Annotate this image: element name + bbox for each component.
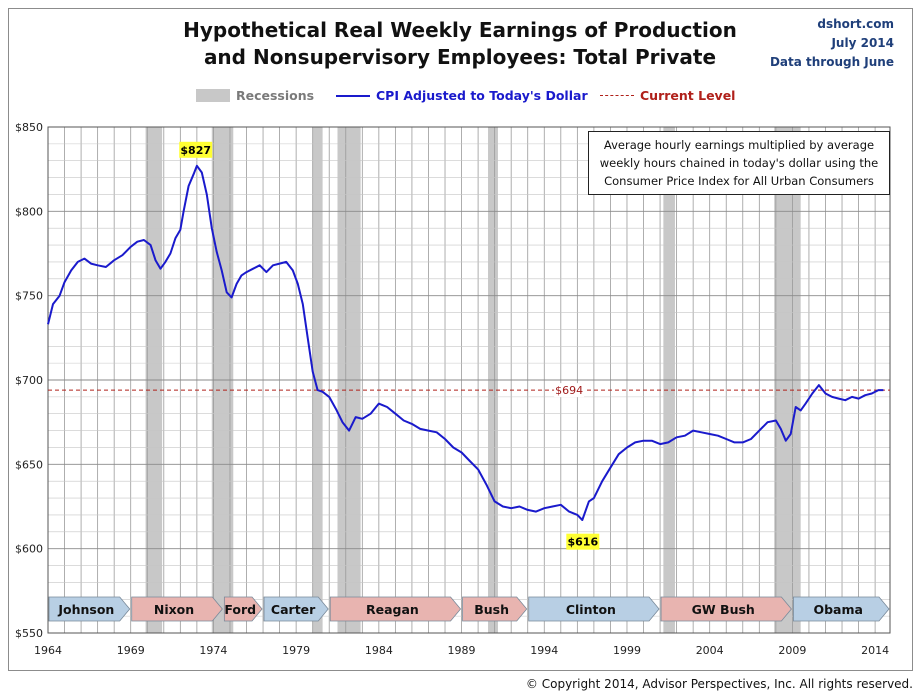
axes: $550 $600 $650 $700 $750 $800 $850 1964 1969 1974… xyxy=(15,121,891,657)
methodology-note: Average hourly earnings multiplied by av… xyxy=(588,131,890,195)
president-label-7: GW Bush xyxy=(692,602,755,617)
plot-border xyxy=(47,126,891,634)
president-label-1: Nixon xyxy=(154,602,194,617)
series-line xyxy=(47,164,884,521)
x-tick-label: 1994 xyxy=(530,644,558,657)
president-band-8 xyxy=(793,596,890,622)
source-date: July 2014 xyxy=(831,36,894,50)
legend-item-current: Current Level xyxy=(600,88,735,103)
x-tick-label: 1984 xyxy=(365,644,393,657)
callout-label-peak: $827 xyxy=(180,144,211,157)
legend-item-recessions: Recessions xyxy=(196,88,314,103)
source-site: dshort.com xyxy=(817,17,894,31)
president-band-2 xyxy=(223,596,263,622)
legend-label-series: CPI Adjusted to Today's Dollar xyxy=(376,88,588,103)
x-tick-label: 2009 xyxy=(778,644,806,657)
current-label-bg xyxy=(554,383,585,398)
y-tick-label: $600 xyxy=(15,543,43,556)
president-band-7 xyxy=(660,596,792,622)
president-bands: Johnson Nixon Ford Carter Reagan Bush Clinton G… xyxy=(48,596,890,622)
y-tick-label: $750 xyxy=(15,290,43,303)
president-label-4: Reagan xyxy=(366,602,419,617)
y-tick-label: $700 xyxy=(15,374,43,387)
legend-item-series: CPI Adjusted to Today's Dollar xyxy=(336,88,588,103)
grid xyxy=(47,126,890,634)
x-tick-label: 1964 xyxy=(34,644,62,657)
recession-swatch xyxy=(196,89,230,102)
chart-title: Hypothetical Real Weekly Earnings of Pro… xyxy=(170,17,750,71)
source-data-through: Data through June xyxy=(769,55,894,69)
series-polyline xyxy=(47,164,884,521)
x-tick-label: 1989 xyxy=(448,644,476,657)
series-swatch xyxy=(336,94,370,97)
x-tick-label: 2014 xyxy=(861,644,889,657)
president-band-4 xyxy=(329,596,462,622)
copyright: © Copyright 2014, Advisor Perspectives, … xyxy=(525,677,913,691)
x-tick-label: 1979 xyxy=(282,644,310,657)
x-tick-label: 1974 xyxy=(199,644,227,657)
legend-label-current: Current Level xyxy=(640,88,736,103)
president-label-5: Bush xyxy=(474,602,509,617)
y-tick-label: $800 xyxy=(15,205,43,218)
president-band-5 xyxy=(462,596,528,622)
source-block: dshort.com July 2014 Data through June xyxy=(724,15,894,72)
title-line-1: Hypothetical Real Weekly Earnings of Pro… xyxy=(183,18,737,42)
president-label-3: Carter xyxy=(271,602,316,617)
president-label-0: Johnson xyxy=(57,602,114,617)
x-tick-label: 1969 xyxy=(117,644,145,657)
x-tick-label: 2004 xyxy=(696,644,724,657)
title-line-2: and Nonsupervisory Employees: Total Priv… xyxy=(203,45,717,69)
current-level-label: $694 xyxy=(555,384,583,397)
callout-label-trough: $616 xyxy=(568,536,599,549)
president-label-6: Clinton xyxy=(566,602,616,617)
president-label-8: Obama xyxy=(813,602,862,617)
president-label-2: Ford xyxy=(224,602,256,617)
president-band-1 xyxy=(131,596,223,622)
y-tick-label: $550 xyxy=(15,627,43,640)
legend-label-recessions: Recessions xyxy=(236,88,315,103)
y-tick-label: $850 xyxy=(15,121,43,134)
president-band-3 xyxy=(263,596,329,622)
y-tick-label: $650 xyxy=(15,458,43,471)
president-band-6 xyxy=(528,596,660,622)
current-swatch xyxy=(600,95,634,96)
annotations: $827 $616 $694 xyxy=(179,141,600,550)
president-band-0 xyxy=(48,596,131,622)
callout-box-trough xyxy=(566,533,600,550)
callout-box-peak xyxy=(179,141,213,158)
x-tick-label: 1999 xyxy=(613,644,641,657)
